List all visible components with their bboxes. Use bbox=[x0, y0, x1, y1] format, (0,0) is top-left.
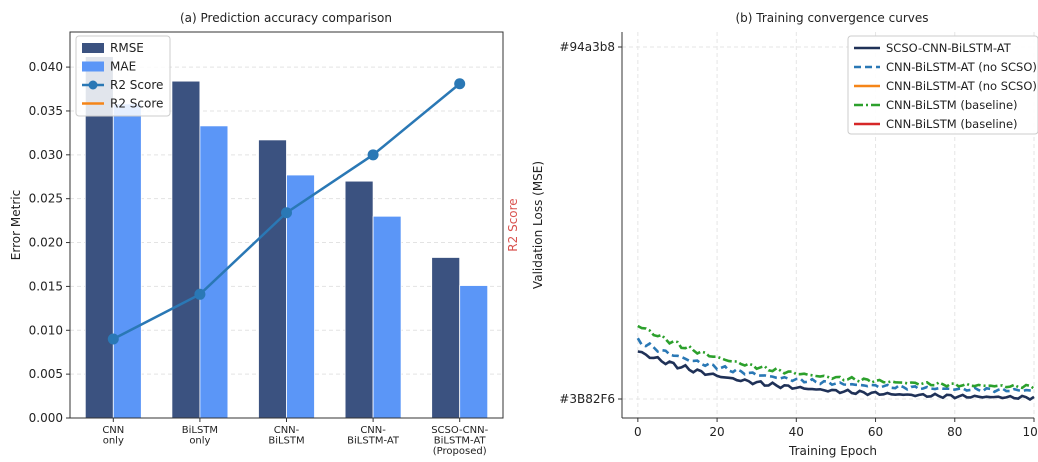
panel-b-y-ticks: #94a3b8 #3B82F6 bbox=[559, 40, 622, 406]
curve-line bbox=[637, 350, 1035, 402]
y-tick-label: 0.020 bbox=[29, 236, 63, 250]
panel-a-y2-label: R2 Score bbox=[506, 198, 520, 251]
x-tick-label: only bbox=[189, 436, 210, 447]
bar-mae bbox=[112, 103, 142, 419]
x-tick-label: 0 bbox=[634, 425, 642, 439]
x-tick-label: CNN- bbox=[274, 425, 300, 436]
y-tick-label: 0.040 bbox=[29, 60, 63, 74]
panel-b: (b) Training convergence curves #94a3b8#… bbox=[531, 11, 1038, 458]
x-tick-label: 20 bbox=[709, 425, 724, 439]
legend-label: MAE bbox=[110, 60, 136, 74]
x-tick-label: 80 bbox=[947, 425, 962, 439]
panel-b-legend: SCSO-CNN-BiLSTM-AT CNN-BiLSTM-AT (no SCSO… bbox=[847, 35, 1038, 135]
y-tick-label: 0.015 bbox=[29, 279, 63, 293]
r2-point bbox=[454, 78, 466, 90]
bar-rmse bbox=[258, 139, 287, 419]
x-tick-label: BiLSTM bbox=[268, 436, 304, 447]
y-tick-label: 0.005 bbox=[29, 367, 63, 381]
y-tick-label: 0.010 bbox=[29, 323, 63, 337]
y-tick-label: 0.000 bbox=[29, 411, 63, 425]
x-tick-label: 100 bbox=[1023, 425, 1038, 439]
x-tick-label: 40 bbox=[789, 425, 804, 439]
panel-a-r2-line bbox=[107, 78, 466, 345]
bar-rmse bbox=[344, 180, 374, 419]
panel-a-x-ticks: CNNonlyBiLSTMonlyCNN-BiLSTMCNN-BiLSTM-AT… bbox=[102, 418, 489, 457]
legend-label: CNN-BiLSTM (baseline) bbox=[886, 98, 1018, 112]
legend-label: R2 Score bbox=[110, 97, 163, 111]
bar-mae bbox=[372, 215, 402, 419]
curve-line bbox=[636, 337, 1035, 394]
legend-label: R2 Score bbox=[110, 78, 163, 92]
r2-point bbox=[367, 149, 379, 161]
bar-rmse bbox=[171, 80, 201, 419]
panel-a-y-ticks: 0.000 0.005 0.010 0.015 0.020 0.025 0.030 0.035… bbox=[29, 60, 70, 425]
y-tick-label: #94a3b8 bbox=[559, 40, 615, 54]
y-tick-label: 0.030 bbox=[29, 148, 63, 162]
y-tick-label: 0.035 bbox=[29, 104, 63, 118]
legend-label: CNN-BiLSTM (baseline) bbox=[886, 117, 1018, 131]
panel-a-y-label: Error Metric bbox=[9, 190, 23, 260]
x-tick-label: 60 bbox=[868, 425, 883, 439]
x-tick-label: only bbox=[103, 436, 124, 447]
panel-b-y-label: Validation Loss (MSE) bbox=[531, 161, 545, 289]
legend-label: SCSO-CNN-BiLSTM-AT bbox=[886, 41, 1012, 55]
legend-label: RMSE bbox=[110, 41, 144, 55]
r2-point bbox=[107, 333, 119, 345]
legend-label: CNN-BiLSTM-AT (no SCSO) bbox=[886, 60, 1037, 74]
legend-swatch bbox=[82, 61, 104, 72]
panel-b-x-ticks: 0 20 40 60 80 100 bbox=[634, 418, 1038, 439]
legend-box bbox=[75, 35, 171, 117]
legend-swatch bbox=[82, 43, 104, 53]
panel-b-x-label: Training Epoch bbox=[788, 444, 877, 458]
panel-b-lines bbox=[636, 324, 1035, 402]
panel-b-title: (b) Training convergence curves bbox=[736, 11, 929, 25]
x-tick-label: CNN- bbox=[360, 425, 386, 436]
x-tick-label: BiLSTM bbox=[182, 425, 218, 436]
x-tick-label: BiLSTM-AT bbox=[347, 436, 400, 447]
panel-a-bars bbox=[84, 56, 489, 419]
r2-point bbox=[281, 207, 292, 219]
bar-rmse bbox=[431, 257, 461, 419]
legend-label: CNN-BiLSTM-AT (no SCSO) bbox=[886, 79, 1037, 93]
curve-line bbox=[637, 324, 1035, 390]
r2-point bbox=[194, 288, 206, 300]
panel-a-title: (a) Prediction accuracy comparison bbox=[180, 11, 392, 25]
legend-box bbox=[847, 35, 1038, 135]
panel-a: (a) Prediction accuracy comparison 0.000… bbox=[9, 11, 520, 457]
y-tick-label: #3B82F6 bbox=[559, 392, 615, 406]
x-tick-label: BiLSTM-AT bbox=[434, 436, 487, 447]
x-tick-label: (Proposed) bbox=[433, 446, 487, 457]
panel-a-legend: RMSE MAE R2 Score R2 Score bbox=[75, 35, 171, 117]
x-tick-label: CNN bbox=[102, 425, 124, 436]
legend-marker bbox=[88, 80, 98, 90]
y-tick-label: 0.025 bbox=[29, 192, 63, 206]
bar-mae bbox=[459, 285, 489, 419]
x-tick-label: SCSO-CNN- bbox=[431, 425, 488, 436]
